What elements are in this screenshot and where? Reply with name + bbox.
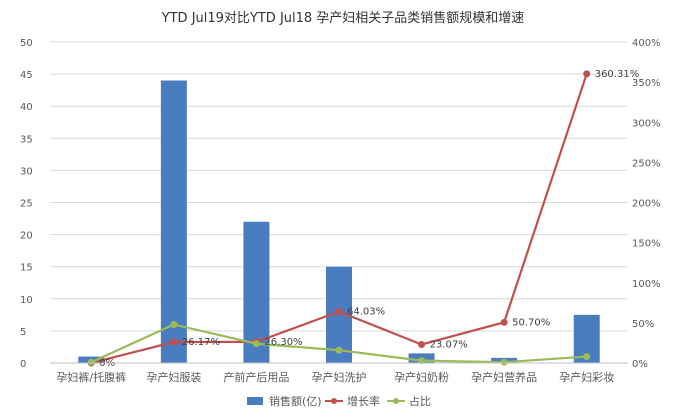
bar	[160, 80, 187, 364]
legend-label: 增长率	[347, 394, 380, 408]
line-series	[87, 70, 591, 367]
line-point	[170, 320, 178, 328]
legend-swatch	[247, 397, 263, 405]
x-tick-label: 孕妇裤/托腹裤	[56, 370, 126, 384]
y-right-tick-label: 350%	[632, 78, 661, 89]
line-point	[252, 340, 260, 348]
x-tick-label: 孕产妇营养品	[471, 370, 537, 384]
legend-swatch-marker	[331, 398, 337, 404]
y-left-tick-label: 35	[20, 134, 33, 145]
line-point	[418, 357, 426, 365]
y-left-tick-label: 25	[20, 199, 33, 210]
y-left-tick-label: 20	[20, 231, 33, 242]
data-label: 26.17%	[182, 337, 220, 348]
line-point	[583, 353, 591, 361]
y-left-tick-label: 0	[20, 359, 26, 370]
line-point	[418, 340, 426, 348]
y-right-tick-label: 200%	[632, 199, 661, 210]
data-label: 26.30%	[264, 337, 302, 348]
data-label: 50.70%	[512, 317, 550, 328]
chart-title: YTD Jul19对比YTD Jul18 孕产妇相关子品类销售额规模和增速	[161, 10, 525, 26]
x-tick-label: 孕产妇洗护	[312, 370, 367, 384]
x-tick-label: 孕产妇服装	[146, 370, 201, 384]
data-label: 23.07%	[430, 339, 468, 350]
y-right-tick-label: 0%	[632, 359, 648, 370]
line-point	[583, 70, 591, 78]
data-label: 360.31%	[595, 69, 640, 80]
y-left-tick-label: 10	[20, 295, 33, 306]
y-right-tick-label: 400%	[632, 38, 661, 49]
y-left-tick-label: 45	[20, 70, 33, 81]
y-left-tick-label: 5	[20, 327, 26, 338]
line-point	[500, 358, 508, 366]
y-left-tick-label: 50	[20, 38, 33, 49]
x-tick-label: 孕产妇奶粉	[394, 370, 449, 384]
line-point	[335, 308, 343, 316]
y-left-tick-label: 15	[20, 263, 33, 274]
y-right-tick-label: 300%	[632, 118, 661, 129]
y-axis-left: 0 5 10 15 20 25 30 35 40 45 50	[20, 38, 33, 370]
y-right-tick-label: 100%	[632, 279, 661, 290]
legend-label: 销售额(亿)	[269, 394, 322, 408]
y-right-tick-label: 50%	[632, 319, 654, 330]
line-point	[87, 358, 95, 366]
y-left-tick-label: 30	[20, 166, 33, 177]
line-point	[500, 318, 508, 326]
line-point	[170, 338, 178, 346]
x-axis: 孕妇裤/托腹裤 孕产妇服装 产前产后用品 孕产妇洗护 孕产妇奶粉 孕产妇营养品 孕产妇彩妆	[50, 362, 628, 384]
grid-lines	[50, 41, 628, 364]
y-right-tick-label: 250%	[632, 158, 661, 169]
data-label: 64.03%	[347, 307, 385, 318]
y-right-tick-label: 150%	[632, 239, 661, 250]
y-left-tick-label: 40	[20, 102, 33, 113]
x-tick-label: 产前产后用品	[223, 370, 289, 384]
legend-label: 占比	[409, 394, 431, 408]
line-point	[335, 346, 343, 354]
y-axis-right: 0% 50% 100% 150% 200% 250% 300% 350% 400%	[632, 38, 661, 370]
legend: 销售额(亿) 增长率 占比	[247, 394, 431, 408]
x-tick-label: 孕产妇彩妆	[559, 370, 614, 384]
legend-swatch-marker	[393, 398, 399, 404]
